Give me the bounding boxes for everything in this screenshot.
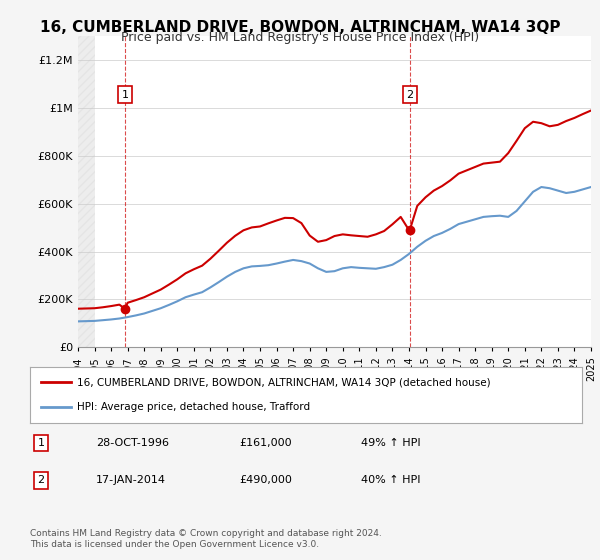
Text: 2: 2 [37,475,44,486]
Text: £161,000: £161,000 [240,438,292,448]
Text: 2: 2 [406,90,413,100]
Text: HPI: Average price, detached house, Trafford: HPI: Average price, detached house, Traf… [77,402,310,412]
Text: 17-JAN-2014: 17-JAN-2014 [96,475,166,486]
Text: Price paid vs. HM Land Registry's House Price Index (HPI): Price paid vs. HM Land Registry's House … [121,31,479,44]
Text: £490,000: £490,000 [240,475,293,486]
Text: 49% ↑ HPI: 49% ↑ HPI [361,438,421,448]
Text: Contains HM Land Registry data © Crown copyright and database right 2024.
This d: Contains HM Land Registry data © Crown c… [30,529,382,549]
Text: 28-OCT-1996: 28-OCT-1996 [96,438,169,448]
Text: 16, CUMBERLAND DRIVE, BOWDON, ALTRINCHAM, WA14 3QP: 16, CUMBERLAND DRIVE, BOWDON, ALTRINCHAM… [40,20,560,35]
Text: 40% ↑ HPI: 40% ↑ HPI [361,475,421,486]
Text: 1: 1 [38,438,44,448]
Bar [78,36,95,347]
Text: 16, CUMBERLAND DRIVE, BOWDON, ALTRINCHAM, WA14 3QP (detached house): 16, CUMBERLAND DRIVE, BOWDON, ALTRINCHAM… [77,377,491,388]
Text: 1: 1 [121,90,128,100]
